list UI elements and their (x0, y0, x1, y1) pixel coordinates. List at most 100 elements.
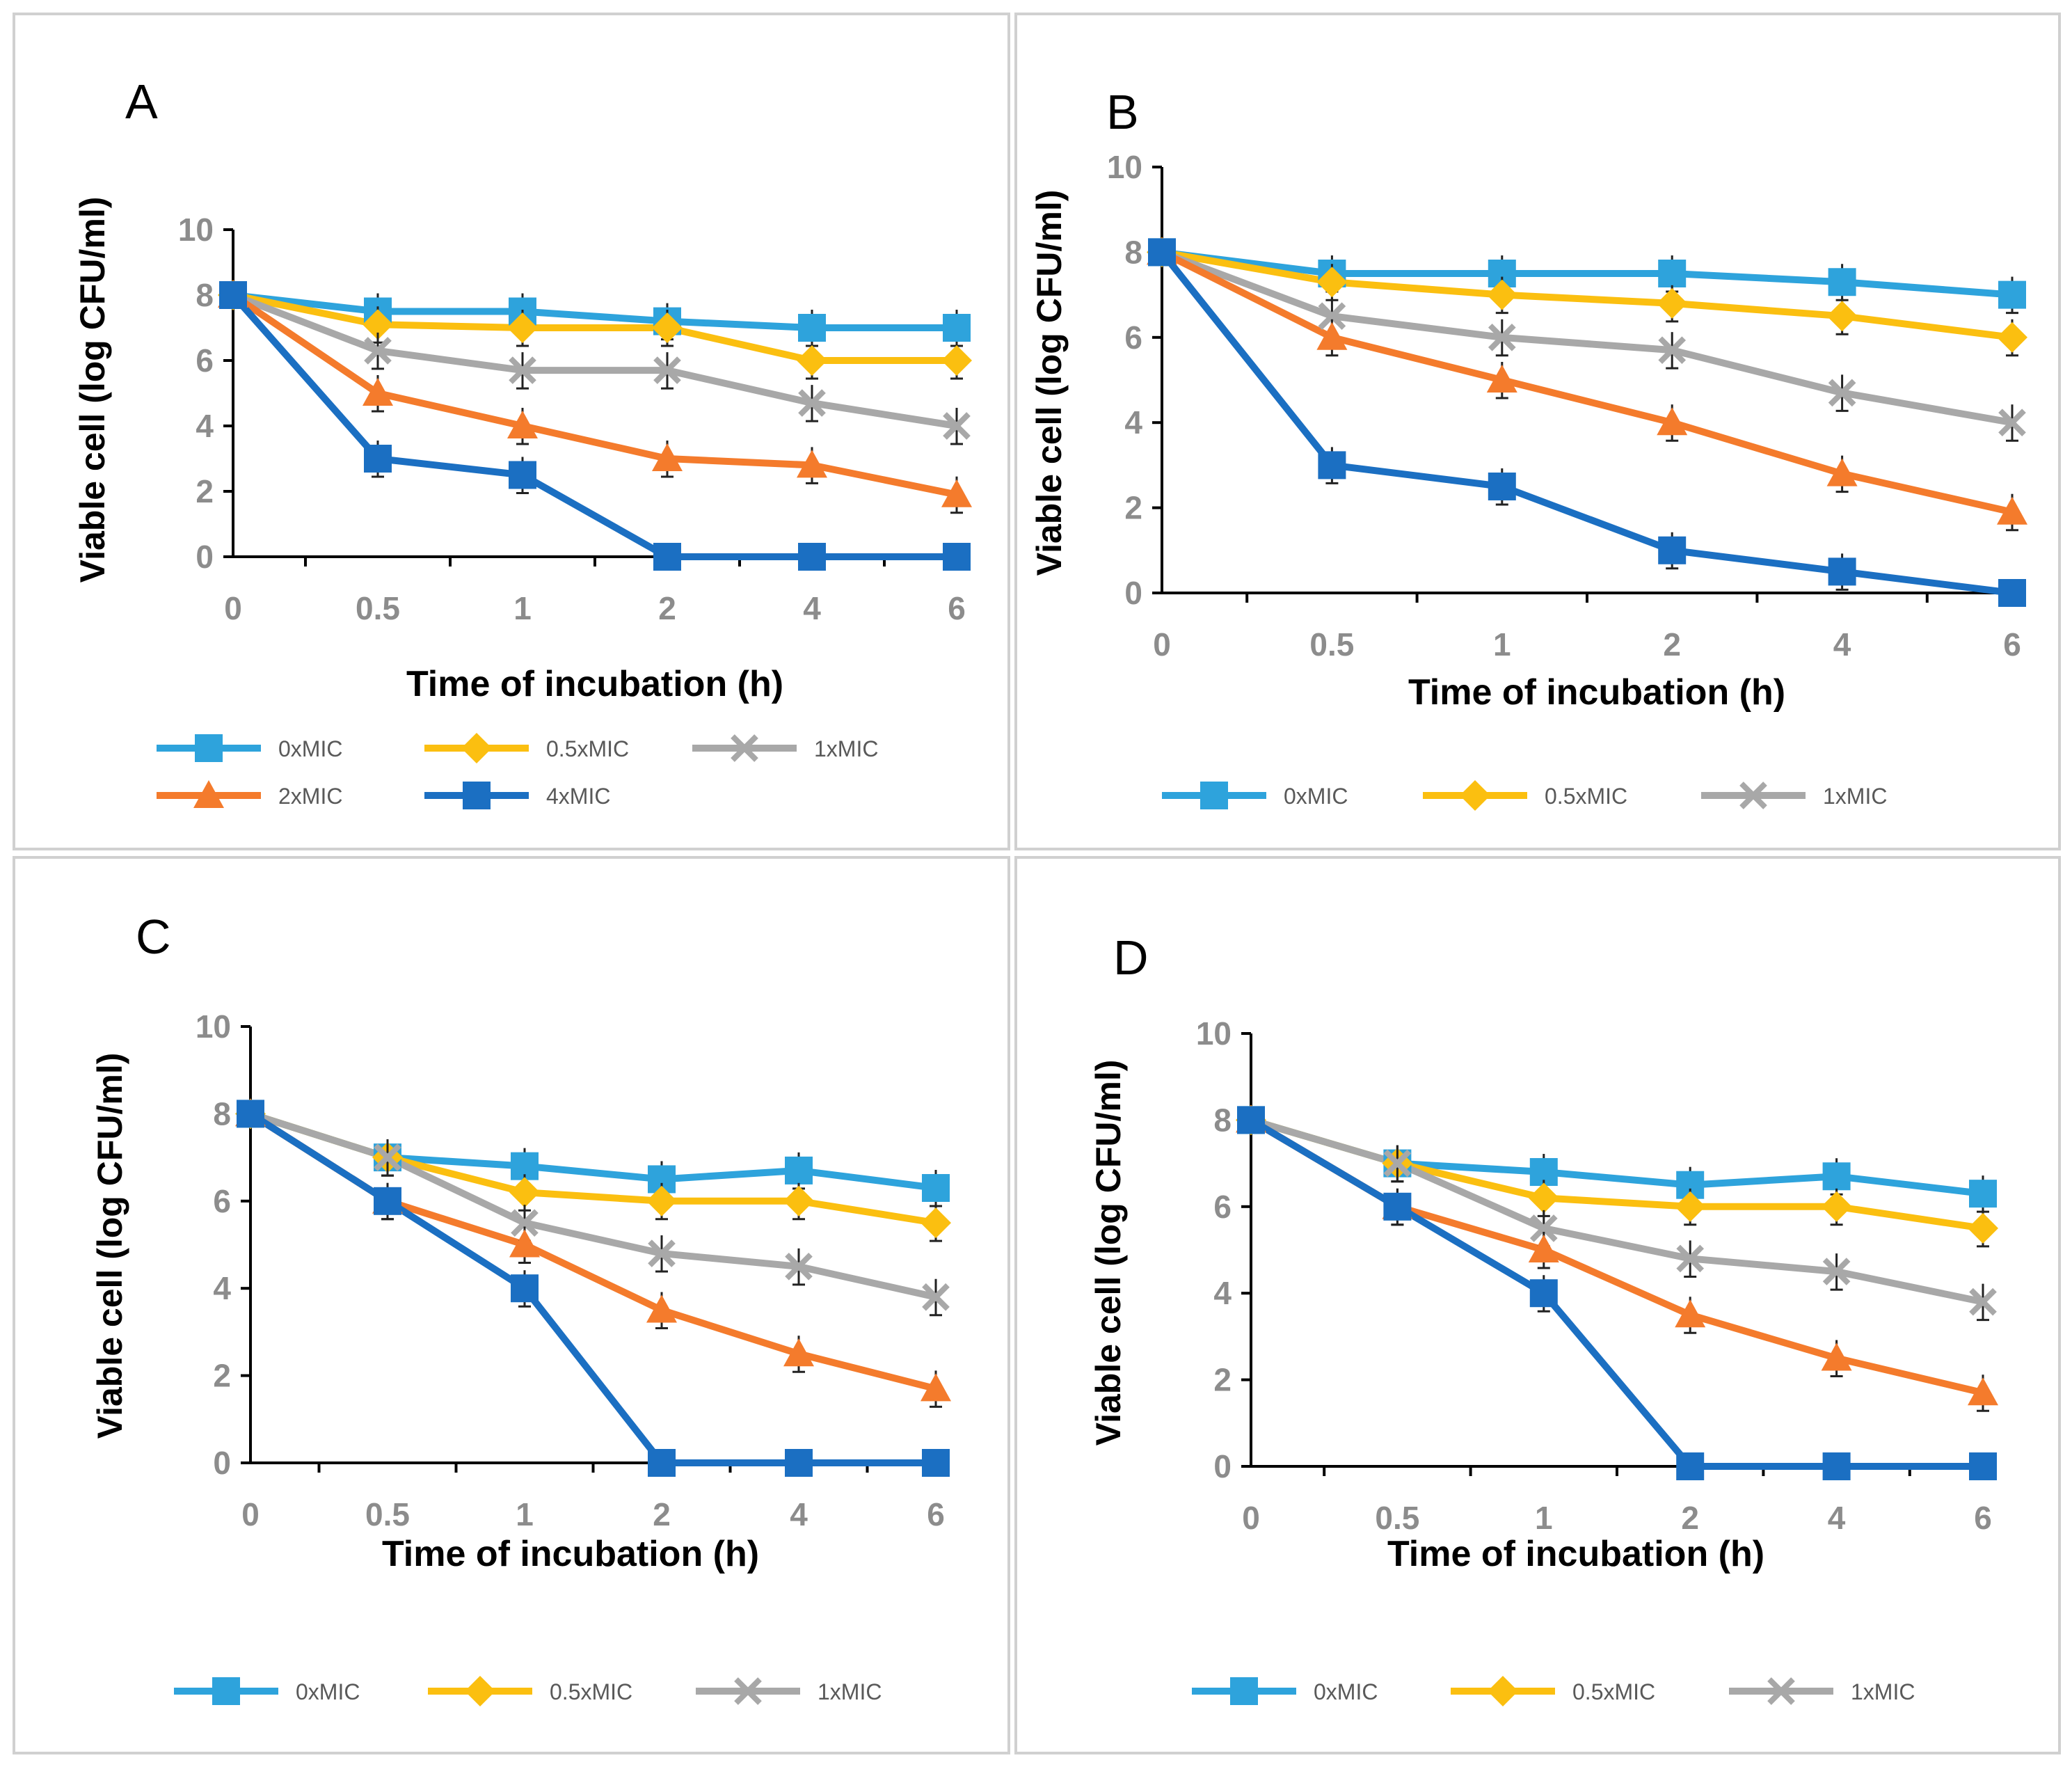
x-tick-label: 1 (513, 590, 532, 626)
legend-marker (1767, 1677, 1795, 1705)
y-tick-label: 8 (196, 277, 214, 313)
data-point-2xMIC (1675, 1299, 1706, 1328)
legend-label: 1xMIC (818, 1679, 882, 1704)
y-tick-label: 6 (1124, 319, 1142, 356)
series-line-1xMIC (232, 292, 957, 429)
data-point-1xMIC (364, 337, 392, 365)
legend-label: 0.5xMIC (546, 736, 629, 761)
x-tick-label: 6 (2003, 626, 2021, 663)
data-point-4xMIC (1383, 1192, 1412, 1221)
series-line-4xMIC (230, 292, 957, 560)
data-point-2xMIC (1821, 1342, 1852, 1371)
y-tick-label: 8 (1124, 234, 1142, 270)
data-point-1xMIC (653, 356, 681, 384)
data-point-1xMIC (1828, 379, 1856, 407)
legend-marker (461, 733, 492, 763)
data-point-0.5xMIC (652, 312, 683, 343)
x-tick-label: 0.5 (356, 590, 400, 626)
x-tick-label: 1 (1493, 626, 1511, 663)
x-axis-title: Time of incubation (h) (382, 1534, 759, 1574)
data-point-0.5xMIC (783, 1185, 814, 1217)
x-tick-label: 4 (790, 1496, 808, 1532)
data-point-2xMIC (1316, 322, 1348, 350)
data-point-0.5xMIC (646, 1185, 677, 1217)
legend-item-1xMIC: 1xMIC (692, 734, 878, 762)
x-tick-label: 2 (1663, 626, 1681, 663)
y-tick-label: 4 (196, 408, 214, 444)
y-tick-label: 6 (196, 342, 214, 379)
y-tick-label: 2 (196, 473, 214, 509)
legend-label: 0xMIC (278, 736, 342, 761)
data-point-0.5xMIC (1968, 1212, 1998, 1244)
data-point-2xMIC (797, 450, 827, 478)
data-point-2xMIC (362, 378, 393, 406)
data-point-2xMIC (1997, 496, 2027, 525)
data-point-0.5xMIC (1997, 322, 2027, 353)
y-tick-label: 2 (1124, 490, 1142, 526)
data-point-4xMIC (1529, 1279, 1558, 1308)
data-point-1xMIC (798, 389, 826, 417)
data-point-4xMIC (1676, 1452, 1705, 1480)
data-point-0xMIC (1822, 1162, 1851, 1191)
data-point-4xMIC (1998, 579, 2026, 607)
x-tick-label: 1 (1535, 1500, 1553, 1536)
x-axis-title: Time of incubation (h) (1408, 672, 1785, 713)
y-tick-label: 6 (213, 1183, 231, 1219)
panel-D: D 0 2 4 6 8 10 0 0.5 1 2 4 6 Time of incubation (h) Vi… (1014, 856, 2061, 1754)
data-point-4xMIC (1237, 1106, 1265, 1134)
x-tick-label: 2 (1681, 1500, 1699, 1536)
data-point-1xMIC (509, 356, 536, 384)
data-point-2xMIC (1657, 407, 1688, 436)
data-point-0.5xMIC (797, 345, 827, 376)
legend-label: 4xMIC (546, 784, 610, 809)
legend-marker (212, 1677, 240, 1705)
data-point-4xMIC (653, 543, 681, 571)
x-tick-label: 4 (1833, 626, 1851, 663)
legend-label: 0.5xMIC (1545, 784, 1627, 809)
data-point-2xMIC (652, 443, 683, 471)
series-line-0.5xMIC (232, 292, 957, 364)
data-point-0.5xMIC (1486, 279, 1517, 310)
panel-letter: A (125, 74, 158, 129)
legend-label: 1xMIC (1823, 784, 1887, 809)
legend-marker (1488, 1676, 1518, 1706)
y-tick-label: 8 (213, 1095, 231, 1132)
y-tick-label: 0 (213, 1445, 231, 1481)
data-point-0.5xMIC (941, 345, 972, 376)
legend-marker (734, 1677, 762, 1705)
series-line-0xMIC (1161, 248, 2013, 299)
series-line-4xMIC (248, 1111, 936, 1466)
data-point-1xMIC (1969, 1287, 1997, 1316)
x-tick-label: 0 (1242, 1500, 1260, 1536)
data-point-0.5xMIC (1675, 1191, 1706, 1222)
data-point-2xMIC (1826, 458, 1858, 486)
series-line-1xMIC (1250, 1116, 1984, 1306)
x-tick-label: 0.5 (365, 1496, 410, 1532)
data-point-4xMIC (237, 1100, 264, 1128)
series-line-2xMIC (231, 292, 957, 498)
series-line-1xMIC (1161, 248, 2013, 427)
data-point-2xMIC (507, 411, 538, 438)
x-tick-label: 0 (241, 1496, 260, 1532)
data-point-4xMIC (1488, 473, 1516, 500)
y-tick-label: 10 (1107, 149, 1142, 185)
data-point-1xMIC (1529, 1214, 1558, 1242)
x-tick-label: 0 (224, 590, 242, 626)
legend-marker (1739, 782, 1767, 809)
data-point-1xMIC (1822, 1258, 1851, 1285)
data-point-0xMIC (798, 314, 826, 342)
y-axis-title: Viable cell (log CFU/ml) (90, 1053, 129, 1439)
x-tick-label: 6 (1974, 1500, 1992, 1536)
data-point-1xMIC (1676, 1244, 1705, 1273)
legend-item-4xMIC: 4xMIC (424, 782, 610, 809)
y-tick-label: 10 (178, 212, 214, 248)
data-point-0xMIC (1969, 1180, 1997, 1208)
data-point-1xMIC (1488, 323, 1516, 351)
data-point-4xMIC (511, 1274, 539, 1303)
y-tick-label: 0 (1124, 575, 1142, 611)
y-tick-label: 0 (196, 539, 214, 575)
data-point-2xMIC (921, 1373, 951, 1402)
data-point-4xMIC (1318, 451, 1346, 480)
data-point-1xMIC (785, 1253, 813, 1281)
